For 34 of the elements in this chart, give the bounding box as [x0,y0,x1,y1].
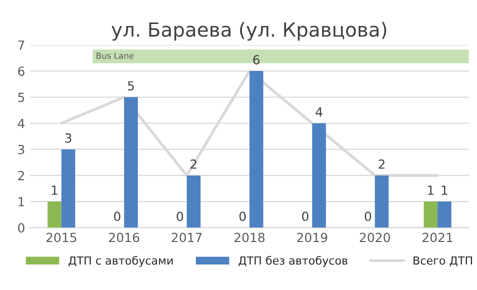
data-label: 0 [114,212,120,222]
band-label: Bus Lane [96,52,134,59]
data-label: 1 [428,186,434,195]
x-tick-label: 2018 [234,232,265,242]
y-tick-label: 0 [18,223,24,233]
data-label: 0 [176,212,184,222]
y-tick-label: 6 [18,66,24,76]
data-label: 0 [239,212,246,222]
data-label: 1 [52,186,58,195]
y-tick-label: 5 [18,92,24,102]
data-label: 0 [364,212,372,222]
data-label: 0 [302,212,308,222]
y-tick-label: 2 [18,170,24,180]
y-tick-label: 7 [18,40,24,50]
legend-label: ДТП с автобусами [68,256,173,267]
data-label: 2 [378,159,384,169]
x-tick-label: 2017 [172,232,202,242]
x-tick-label: 2019 [297,232,328,242]
chart-title: ул. Бараева (ул. Кравцова) [112,22,386,41]
x-tick-label: 2016 [109,232,140,242]
data-label: 3 [65,133,72,143]
y-tick-label: 1 [18,197,24,206]
x-tick-label: 2020 [360,232,390,242]
data-label: 6 [253,55,260,64]
x-tick-label: 2021 [422,232,452,242]
data-label: 5 [128,81,134,91]
x-tick-label: 2015 [46,232,76,242]
y-tick-label: 4 [18,118,24,128]
legend-label: ДТП без автобусов [238,256,348,267]
data-label: 4 [316,107,322,116]
y-tick-label: 3 [18,144,24,154]
data-label: 1 [442,186,448,195]
data-label: 2 [190,159,196,169]
legend-label: Всего ДТП [414,256,472,266]
